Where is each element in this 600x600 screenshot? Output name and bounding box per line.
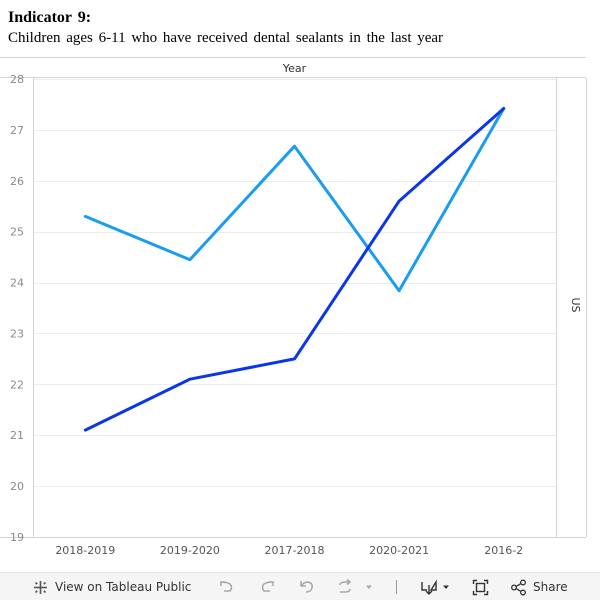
x-tick-label: 2020-2021 bbox=[369, 544, 429, 557]
fullscreen-icon bbox=[472, 579, 489, 595]
y-tick-label: 21 bbox=[10, 429, 24, 442]
revert-icon bbox=[300, 581, 313, 593]
share-button[interactable]: Share bbox=[510, 573, 568, 600]
download-button[interactable] bbox=[420, 573, 451, 600]
data-point[interactable] bbox=[290, 354, 300, 364]
share-icon bbox=[511, 579, 526, 595]
x-tick-label: 2019-2020 bbox=[160, 544, 220, 557]
chevron-down-icon bbox=[443, 585, 449, 589]
redo-button[interactable] bbox=[258, 573, 276, 600]
download-icon bbox=[421, 579, 437, 595]
undo-button[interactable] bbox=[218, 573, 236, 600]
y-tick-label: 23 bbox=[10, 327, 24, 340]
data-point[interactable] bbox=[80, 425, 90, 435]
pause-menu-button[interactable] bbox=[364, 573, 374, 600]
chart-title: Indicator 9: bbox=[8, 9, 92, 26]
data-point[interactable] bbox=[80, 211, 90, 221]
data-point[interactable] bbox=[185, 374, 195, 384]
view-on-tableau-public-button[interactable]: View on Tableau Public bbox=[32, 573, 191, 600]
fullscreen-button[interactable] bbox=[472, 573, 489, 600]
undo-icon bbox=[220, 581, 233, 592]
data-point[interactable] bbox=[394, 286, 404, 296]
share-label: Share bbox=[533, 580, 568, 594]
data-point[interactable] bbox=[499, 104, 509, 114]
data-point[interactable] bbox=[290, 141, 300, 151]
x-tick-label: 2018-2019 bbox=[55, 544, 115, 557]
data-point[interactable] bbox=[394, 196, 404, 206]
y-tick-label: 26 bbox=[10, 175, 24, 188]
data-point[interactable] bbox=[185, 255, 195, 265]
redo-icon bbox=[261, 581, 274, 592]
toolbar-divider bbox=[396, 580, 397, 594]
line-chart[interactable]: Year US 19 20 21 22 23 24 25 26 27 28 2018-2019 2019-… bbox=[0, 0, 600, 572]
y-tick-label: 20 bbox=[10, 480, 24, 493]
series-line-1[interactable] bbox=[83, 107, 506, 293]
y-tick-label: 19 bbox=[10, 531, 24, 544]
y-tick-label: 25 bbox=[10, 226, 24, 239]
x-axis-title: Year bbox=[282, 62, 307, 75]
y-tick-label: 24 bbox=[10, 277, 24, 290]
view-on-tableau-public-label: View on Tableau Public bbox=[55, 580, 192, 594]
x-tick-label: 2017-2018 bbox=[265, 544, 325, 557]
chart-subtitle: Children ages 6-11 who have received den… bbox=[8, 30, 444, 46]
y-tick-label: 22 bbox=[10, 378, 24, 391]
revert-button[interactable] bbox=[298, 573, 316, 600]
refresh-icon bbox=[339, 578, 352, 593]
x-tick-label: 2016-2 bbox=[484, 544, 523, 557]
tableau-toolbar: View on Tableau Public bbox=[0, 572, 600, 600]
tableau-logo-icon bbox=[34, 580, 47, 594]
chevron-down-icon bbox=[366, 585, 372, 589]
y-tick-label: 27 bbox=[10, 124, 24, 137]
row-header-label: US bbox=[569, 297, 582, 312]
y-tick-label: 28 bbox=[10, 73, 24, 86]
refresh-button[interactable] bbox=[336, 573, 354, 600]
series-line-2[interactable] bbox=[83, 107, 506, 432]
